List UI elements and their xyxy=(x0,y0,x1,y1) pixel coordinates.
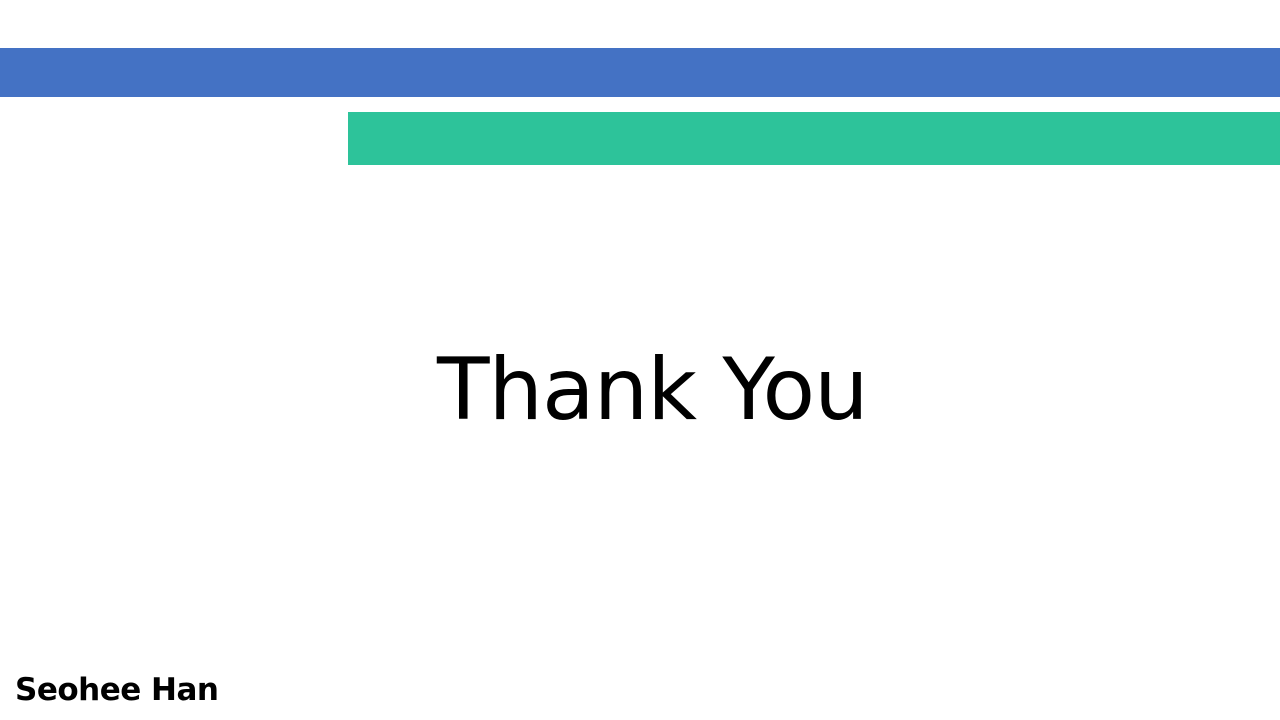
top-blue-band xyxy=(0,48,1280,97)
slide-title: Thank You xyxy=(437,340,869,440)
author-name: Seohee Han xyxy=(15,672,219,708)
top-green-band xyxy=(348,112,1280,165)
